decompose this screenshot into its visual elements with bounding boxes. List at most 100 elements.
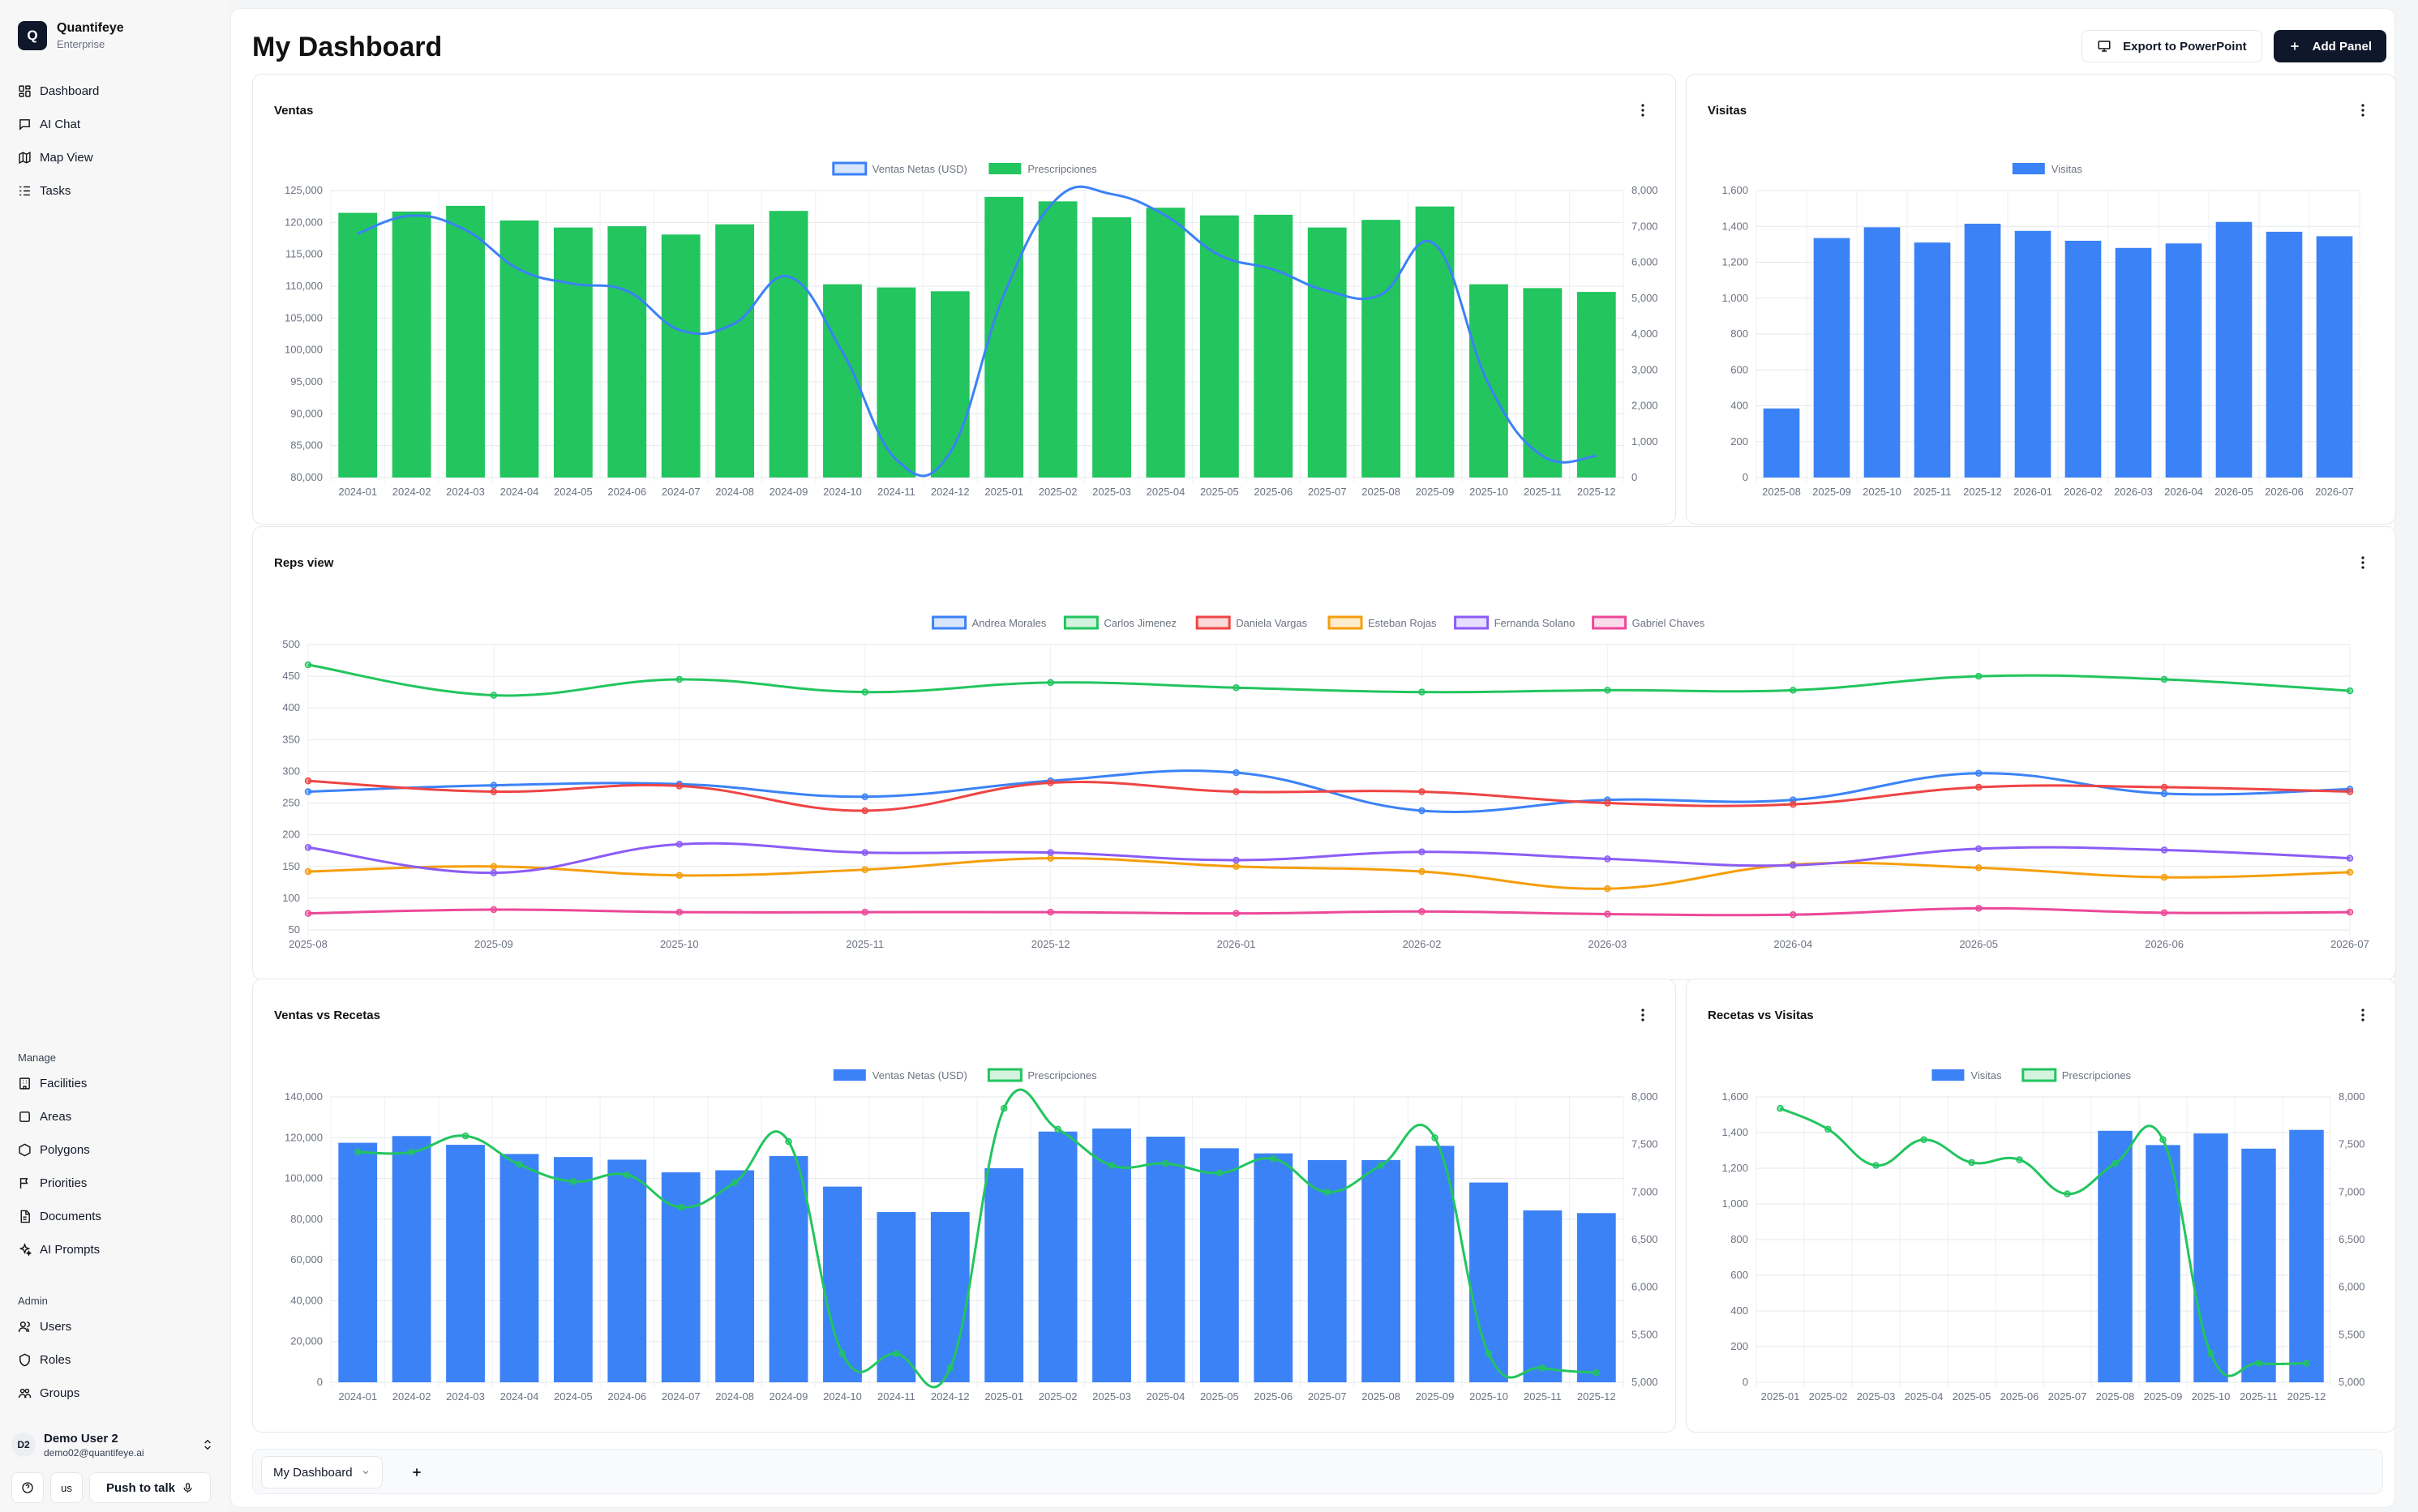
x-tick-label: 2025-04 — [1147, 1390, 1185, 1403]
y-tick-label: 200 — [1730, 435, 1748, 448]
data-point — [731, 1179, 739, 1186]
x-tick-label: 2024-10 — [823, 486, 862, 498]
add-tab-button[interactable] — [401, 1456, 433, 1488]
sidebar-item-priorities[interactable]: Priorities — [10, 1167, 221, 1200]
y2-tick-label: 7,000 — [2339, 1185, 2365, 1197]
y-tick-label: 1,400 — [1721, 220, 1748, 232]
locale-button[interactable]: us — [50, 1472, 83, 1503]
push-to-talk-button[interactable]: Push to talk — [89, 1472, 212, 1503]
x-tick-label: 2025-02 — [1039, 1390, 1078, 1403]
panel-menu-button[interactable] — [2355, 1007, 2371, 1023]
data-point — [1418, 908, 1426, 915]
y2-tick-label: 7,500 — [2339, 1138, 2365, 1150]
data-point — [1047, 908, 1054, 916]
bar-series — [338, 196, 1616, 478]
bar — [1307, 1159, 1347, 1382]
data-point — [1790, 910, 1797, 919]
panel-menu-button[interactable] — [1635, 102, 1651, 118]
sidebar-item-polygons[interactable]: Polygons — [10, 1133, 221, 1167]
series-line — [307, 857, 2351, 890]
legend-label: Andrea Morales — [972, 617, 1047, 629]
legend-swatch — [932, 615, 967, 630]
user-name: Demo User 2 — [44, 1431, 118, 1446]
y-tick-label: 400 — [282, 701, 300, 713]
chevron-down-icon — [362, 1471, 368, 1475]
main-content: My Dashboard Export to PowerPoint Add Pa… — [230, 8, 2396, 1508]
sidebar-item-facilities[interactable]: Facilities — [10, 1067, 221, 1100]
data-point — [1215, 1169, 1224, 1177]
x-tick-label: 2025-06 — [1254, 1390, 1293, 1403]
panel-menu-button[interactable] — [1635, 1007, 1651, 1023]
push-to-talk-label: Push to talk — [106, 1480, 176, 1495]
bar — [2146, 1145, 2180, 1382]
data-point — [677, 1203, 684, 1211]
data-point — [1054, 1125, 1061, 1133]
page-title: My Dashboard — [252, 32, 443, 62]
data-point — [304, 867, 312, 876]
x-tick-label: 2025-02 — [1039, 486, 1078, 498]
x-tick-label: 2025-09 — [1416, 1390, 1455, 1403]
sidebar-item-groups[interactable]: Groups — [10, 1377, 221, 1410]
x-tick-label: 2025-04 — [1905, 1390, 1944, 1403]
data-point — [354, 1148, 362, 1156]
y2-tick-label: 8,000 — [2339, 1090, 2365, 1103]
y2-tick-label: 7,500 — [1631, 1138, 1658, 1150]
x-tick-label: 2024-09 — [770, 1390, 808, 1403]
y-tick-label: 400 — [1730, 1304, 1748, 1317]
data-point — [1604, 799, 1611, 807]
data-point — [893, 1350, 900, 1358]
y2-tick-label: 5,000 — [1631, 1376, 1658, 1388]
y-tick-label: 60,000 — [290, 1253, 323, 1266]
chevron-up-down-icon — [204, 1439, 211, 1450]
dashboard-tabs: My Dashboard — [252, 1449, 2383, 1494]
bar — [823, 1186, 862, 1382]
bar — [1199, 1148, 1239, 1382]
add-panel-button[interactable]: Add Panel — [2273, 30, 2386, 62]
data-point — [2111, 1159, 2119, 1167]
export-powerpoint-button[interactable]: Export to PowerPoint — [2081, 30, 2262, 62]
more-vertical-icon — [1641, 1009, 1644, 1022]
tab-my-dashboard[interactable]: My Dashboard — [261, 1456, 383, 1488]
sidebar-item-roles[interactable]: Roles — [10, 1343, 221, 1377]
bar — [2115, 247, 2152, 478]
x-tick-label: 2025-09 — [1812, 486, 1851, 498]
sidebar-item-map-view[interactable]: Map View — [10, 141, 221, 174]
sidebar-item-ai-chat[interactable]: AI Chat — [10, 108, 221, 141]
recetas-vs-visitas-chart: 0 200 400 600 800 1,000 1,200 1,400 1,600 5,000 5,… — [1721, 1068, 2365, 1403]
sidebar-item-ai-prompts[interactable]: AI Prompts — [10, 1233, 221, 1266]
y-tick-label: 1,000 — [1721, 1197, 1748, 1210]
sidebar-item-areas[interactable]: Areas — [10, 1100, 221, 1133]
x-tick-label: 2025-10 — [660, 938, 699, 950]
export-label: Export to PowerPoint — [2123, 39, 2247, 54]
user-menu[interactable]: D2 Demo User 2 demo02@quantifeye.ai — [11, 1427, 214, 1463]
sidebar-item-documents[interactable]: Documents — [10, 1200, 221, 1233]
brand[interactable]: Q Quantifeye Enterprise — [18, 21, 124, 50]
data-point — [1323, 1189, 1331, 1196]
grid — [1756, 190, 2360, 482]
line-series — [304, 777, 2354, 815]
data-point — [1790, 861, 1797, 869]
y-tick-label: 0 — [1743, 1376, 1748, 1388]
help-button[interactable] — [11, 1472, 44, 1503]
legend-label: Visitas — [1970, 1069, 2002, 1082]
y-tick-label: 80,000 — [290, 1213, 323, 1225]
sidebar-item-dashboard[interactable]: Dashboard — [10, 75, 221, 108]
data-point — [1974, 783, 1983, 791]
data-point — [838, 1350, 847, 1358]
x-tick-label: 2024-01 — [338, 486, 377, 498]
legend-swatch — [1592, 615, 1627, 630]
y-tick-label: 450 — [282, 670, 300, 682]
sidebar-item-users[interactable]: Users — [10, 1310, 221, 1343]
y-tick-label: 105,000 — [285, 311, 323, 323]
panel-menu-button[interactable] — [2355, 555, 2371, 571]
sidebar-item-label: Dashboard — [40, 84, 100, 98]
sidebar: Q Quantifeye Enterprise Dashboard AI Cha… — [0, 0, 229, 1512]
bar — [2241, 1148, 2276, 1382]
sidebar-item-tasks[interactable]: Tasks — [10, 174, 221, 208]
y2-tick-label: 0 — [1631, 471, 1637, 483]
panel-menu-button[interactable] — [2355, 102, 2371, 118]
avatar: D2 — [11, 1433, 36, 1457]
data-point — [461, 1132, 469, 1140]
data-point — [1593, 1369, 1601, 1377]
data-point — [675, 872, 684, 879]
